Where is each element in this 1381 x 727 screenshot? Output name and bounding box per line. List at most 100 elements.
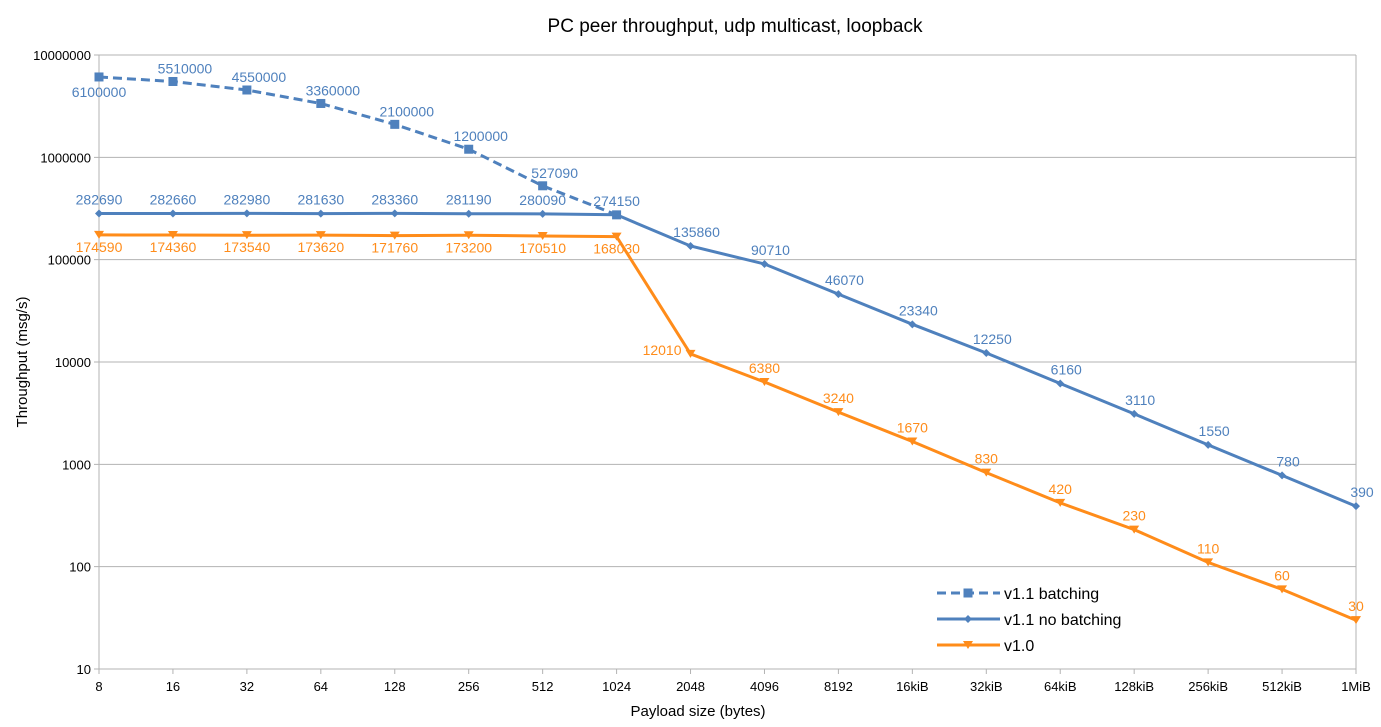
data-label: 173620 [297, 239, 344, 255]
square-marker [316, 98, 326, 108]
x-tick-label: 32 [240, 679, 254, 694]
x-tick-label: 256kiB [1188, 679, 1228, 694]
x-tick-label: 16 [166, 679, 180, 694]
x-tick-label: 8 [95, 679, 102, 694]
axes: 10 100 1000 10000 100000 1000000 10000000 8 16 32… [33, 48, 1371, 694]
series-line [99, 211, 1357, 508]
data-label: 170510 [519, 240, 566, 256]
diamond-marker [834, 290, 843, 299]
data-label: 3240 [823, 390, 854, 406]
data-label: 135860 [673, 224, 720, 240]
data-label: 3110 [1125, 392, 1155, 408]
y-tick-label: 10000000 [33, 48, 91, 63]
diamond-marker [242, 209, 251, 218]
x-tick-label: 4096 [750, 679, 779, 694]
x-tick-label: 16kiB [896, 679, 929, 694]
diamond-marker [95, 209, 103, 218]
data-label: 283360 [371, 191, 418, 207]
data-label: 281190 [446, 192, 492, 208]
diamond-marker [982, 348, 991, 357]
diamond-marker [964, 615, 972, 623]
legend-label: v1.1 no batching [1004, 612, 1121, 629]
data-label: 12010 [643, 342, 682, 358]
diamond-marker [316, 209, 325, 218]
data-label: 1670 [897, 420, 928, 436]
y-tick-label: 10000 [55, 355, 91, 370]
data-label: 2100000 [380, 103, 435, 119]
square-marker [464, 144, 474, 154]
square-marker [242, 85, 252, 95]
data-label: 168030 [593, 241, 640, 257]
square-marker [168, 76, 178, 86]
diamond-marker [1352, 502, 1360, 511]
data-label: 30 [1348, 598, 1364, 614]
diamond-marker [760, 259, 769, 268]
legend-label: v1.1 batching [1004, 586, 1099, 603]
data-label: 173200 [445, 239, 492, 255]
data-label: 282690 [76, 191, 123, 207]
triangle-marker [94, 230, 104, 239]
diamond-marker [1130, 409, 1139, 418]
triangle-marker [1203, 558, 1214, 567]
x-tick-label: 32kiB [970, 679, 1003, 694]
triangle-marker [981, 468, 992, 477]
legend: v1.1 batching v1.1 no batching v1.0 [937, 586, 1121, 655]
y-tick-label: 100000 [48, 253, 91, 268]
triangle-marker [1129, 525, 1140, 534]
x-tick-label: 8192 [824, 679, 853, 694]
data-label: 12250 [973, 331, 1012, 347]
x-tick-label: 1024 [602, 679, 631, 694]
triangle-marker [907, 437, 918, 446]
data-label: 5510000 [158, 60, 213, 76]
diamond-marker [168, 209, 177, 218]
triangle-marker [1277, 585, 1288, 594]
square-marker [94, 72, 104, 82]
data-label: 282660 [150, 191, 197, 207]
x-axis-label: Payload size (bytes) [630, 703, 765, 720]
x-tick-label: 256 [458, 679, 480, 694]
diamond-marker [1204, 440, 1213, 449]
data-label: 6160 [1051, 362, 1082, 378]
square-marker [390, 119, 400, 129]
data-label: 1550 [1199, 423, 1230, 439]
data-label: 90710 [751, 242, 790, 258]
legend-label: v1.0 [1004, 638, 1034, 655]
diamond-marker [390, 209, 399, 218]
data-label: 780 [1276, 453, 1300, 469]
triangle-marker [759, 377, 770, 386]
triangle-marker [833, 408, 844, 417]
data-label: 527090 [531, 165, 578, 181]
chart-title: PC peer throughput, udp multicast, loopb… [548, 16, 923, 37]
square-marker [538, 181, 548, 191]
data-labels: 6100000 5510000 4550000 3360000 2100000 12000… [72, 60, 1374, 614]
data-label: 830 [975, 451, 999, 467]
data-label: 174360 [150, 239, 197, 255]
data-label: 171760 [371, 240, 418, 256]
triangle-marker [1351, 616, 1361, 625]
y-tick-label: 100 [69, 560, 91, 575]
data-label: 6380 [749, 360, 780, 376]
triangle-marker [315, 231, 326, 240]
x-tick-label: 64 [314, 679, 328, 694]
data-label: 420 [1049, 481, 1073, 497]
data-label: 23340 [899, 302, 938, 318]
data-label: 46070 [825, 272, 864, 288]
series-line [98, 233, 1357, 622]
data-label: 390 [1350, 484, 1374, 500]
data-label: 274150 [593, 193, 640, 209]
x-tick-label: 64kiB [1044, 679, 1077, 694]
y-tick-label: 1000 [62, 457, 91, 472]
data-label: 1200000 [453, 128, 508, 144]
x-tick-label: 2048 [676, 679, 705, 694]
data-label: 174590 [76, 239, 123, 255]
diamond-marker [1056, 379, 1065, 388]
diamond-marker [464, 209, 473, 218]
triangle-marker [1055, 498, 1066, 507]
data-label: 3360000 [306, 82, 361, 98]
data-label: 4550000 [232, 69, 287, 85]
triangle-marker [241, 231, 252, 240]
x-tick-label: 128 [384, 679, 406, 694]
triangle-marker [685, 349, 696, 358]
y-tick-label: 10 [77, 662, 91, 677]
data-label: 230 [1122, 508, 1146, 524]
